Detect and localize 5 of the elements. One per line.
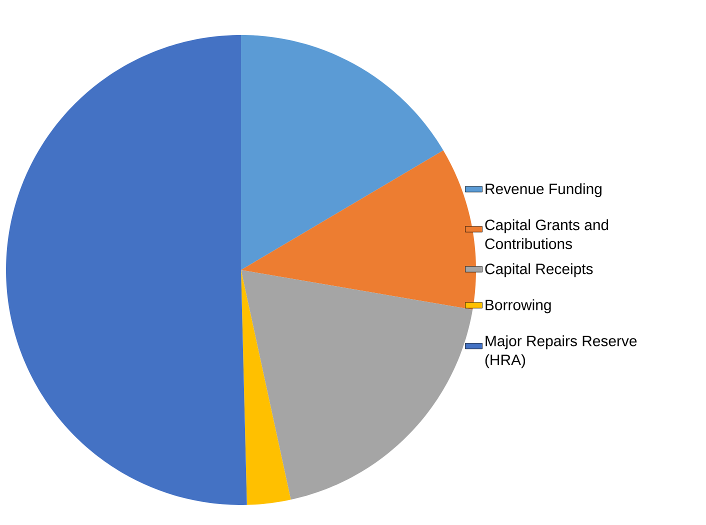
- legend-label: Borrowing: [486, 299, 551, 314]
- legend-label: Revenue Funding: [486, 183, 602, 198]
- legend-label: Capital Grants and Contributions: [485, 219, 608, 250]
- legend-label: Major Repairs Reserve (HRA): [485, 335, 637, 368]
- legend-label: Capital Receipts: [485, 263, 593, 278]
